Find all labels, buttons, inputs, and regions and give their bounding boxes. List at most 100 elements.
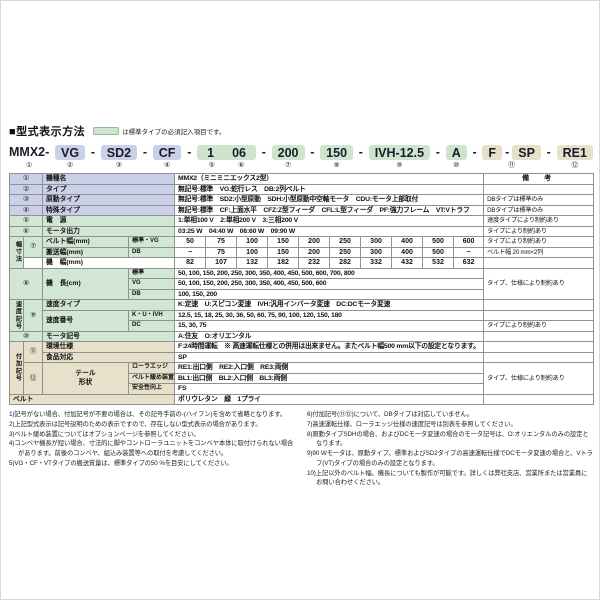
circled-6: ⑥	[238, 162, 245, 169]
row-belt-width: 幅寸法 ⑦ ベルト幅(mm) 標準・VG 50 75 100 150 200 2…	[9, 236, 595, 269]
addon-group-label: 付加記号	[9, 341, 24, 395]
belt-width-value: 200	[298, 236, 331, 248]
circled-2: ②	[66, 162, 74, 169]
convey-width-value: 300	[360, 246, 393, 258]
convey-width-remark: ベルト幅 20 mm×2列	[483, 246, 595, 258]
special-remark: DBタイプは標準のみ	[483, 204, 595, 216]
code-segment-belt-width: 200 ⑦	[271, 145, 305, 170]
power-content: 1:単相100 V 2:単相200 V 3:三相200 V	[174, 215, 485, 227]
row-power: ⑤ 電 源 1:単相100 V 2:単相200 V 3:三相200 V 速度タイ…	[9, 215, 595, 227]
machine-width-value: 132	[236, 257, 269, 269]
code-segment-speed: IVH-12.5 ⑨	[368, 145, 431, 170]
model-num: ①	[9, 173, 43, 185]
speed-no-sub1: K・U・IVH	[127, 309, 176, 321]
type-num: ②	[9, 183, 43, 195]
machine-width-value: 432	[391, 257, 424, 269]
power-num: ⑤	[9, 215, 43, 227]
drive-label: 原動タイプ	[41, 194, 176, 206]
code-hyphen: -	[358, 145, 363, 159]
motor-symbol-remark	[483, 330, 595, 342]
belt-label: ベルト	[8, 393, 176, 405]
code-chip-vg: VG	[55, 145, 86, 160]
code-chip-power: 1	[207, 145, 215, 160]
belt-width-value: 50	[174, 236, 207, 248]
code-hyphen: -	[546, 145, 551, 159]
code-model-text: MMX2-	[9, 145, 50, 159]
length-remark: タイプ、仕様により制約あり	[483, 267, 595, 300]
code-segment-model: MMX2- ①	[9, 145, 49, 170]
code-chip-sd2: SD2	[100, 145, 138, 160]
model-content: MMX2（ミニミニエックス2型）	[174, 173, 485, 185]
motor-symbol-num: ⑩	[9, 330, 43, 342]
row-length-std: ⑧ 機 長(cm) 標準 50, 100, 150, 200, 250, 300…	[9, 267, 595, 300]
machine-width-value: 82	[174, 257, 207, 269]
length-sub-vg: VG	[127, 278, 176, 290]
speed-no-content1: 12.5, 15, 18, 25, 30, 36, 50, 60, 75, 90…	[174, 309, 485, 321]
speed-no-sub2: DC	[127, 320, 176, 332]
row-speed-type: 速度記号 ⑨ 速度タイプ K:定速 U:スピコン変速 IVH:汎用インバータ変速…	[9, 299, 595, 332]
section-header: ■型式表示方法 は標準タイプの必須記入項目です。	[9, 124, 591, 138]
tail-num: ⑫	[23, 362, 43, 395]
code-hyphen: -	[310, 145, 315, 159]
speed-type-label: 速度タイプ	[41, 299, 176, 311]
length-content-vg: 50, 100, 150, 200, 250, 300, 350, 400, 4…	[174, 278, 485, 290]
machine-width-label: 機 幅(mm)	[41, 257, 176, 269]
row-convey-width: 搬送幅(mm) DB − 75 100 150 200 250 300 400 …	[10, 246, 595, 258]
length-content-db: 100, 150, 200	[174, 288, 485, 300]
speed-no-label: 速度番号	[42, 309, 129, 332]
convey-width-value: 100	[236, 246, 269, 258]
env-num: ⑪	[23, 341, 43, 363]
belt-width-value: 250	[329, 236, 362, 248]
code-hyphen: -	[472, 145, 477, 159]
tail-content-roller-edge: RE1:出口側 RE2:入口側 RE3:両側	[174, 362, 485, 374]
tail-content-safety: FS	[174, 383, 485, 395]
speed-group-label: 速度記号	[9, 299, 24, 332]
type-remark	[483, 183, 595, 195]
motor-output-content: 03:25 W 04:40 W 06:60 W 09:90 W	[174, 225, 485, 237]
row-model: ① 機種名 MMX2（ミニミニエックス2型） 備 考	[9, 173, 595, 185]
env-content: F:24時間運転 ※ 高速運転仕様との併用は出来ません。またベルト幅500 mm…	[174, 341, 485, 353]
row-belt: ベルト ポリウレタン 緑 1プライ	[8, 393, 595, 405]
code-segment-type: VG ②	[55, 145, 86, 170]
circled-9: ⑨	[396, 162, 403, 169]
env-label: 環境仕様	[41, 341, 176, 353]
tail-sub-safety: 安全性向上	[127, 383, 176, 395]
circled-11: ⑪	[508, 162, 516, 169]
belt-width-num: ⑦	[23, 236, 43, 258]
footnote: 3)ベルト緩め装置についてはオプションページを参照してください。	[9, 430, 200, 438]
circled-5: ⑤	[208, 162, 215, 169]
legend-note: は標準タイプの必須記入項目です。	[122, 128, 226, 136]
drive-remark: DBタイプは標準のみ	[483, 194, 595, 206]
footnote: 2)上記型式表示は記号説明のための表示ですので、存在しない型式表示の場合がありま…	[9, 420, 262, 428]
convey-width-value: 150	[267, 246, 300, 258]
code-segment-length: 150 ⑧	[320, 145, 354, 170]
motor-symbol-label: モータ記号	[41, 330, 176, 342]
tail-sub-belt-loosen: ベルト緩め装置	[127, 372, 176, 384]
row-tail-re: ⑫ テール 形状 ローラエッジ RE1:出口側 RE2:入口側 RE3:両側 タ…	[10, 362, 595, 395]
model-label: 機種名	[41, 173, 176, 185]
convey-width-value: 250	[329, 246, 362, 258]
motor-output-num: ⑥	[9, 225, 43, 237]
tail-sub-roller-edge: ローラエッジ	[127, 362, 176, 374]
model-code-bar: MMX2- ① VG ② - SD2 ③ - CF ④ - 1 06 ⑤ ⑥ - 2…	[9, 145, 593, 170]
circled-12: ⑫	[571, 162, 579, 169]
env-remark	[483, 341, 595, 353]
belt-width-value: 75	[205, 236, 238, 248]
circled-8: ⑧	[333, 162, 340, 169]
code-segment-special: CF ④	[152, 145, 182, 170]
belt-width-value: 500	[422, 236, 455, 248]
footnote: 5)VG・CF・VTタイプの搬送質量は、標準タイプの50 %を目安にしてください…	[9, 459, 233, 467]
motor-symbol-content: A:住友 O:オリエンタル	[174, 330, 485, 342]
special-label: 特殊タイプ	[41, 204, 176, 216]
drive-num: ③	[9, 194, 43, 206]
type-label: タイプ	[41, 183, 176, 195]
tail-content-belt-loosen: BL1:出口側 BL2:入口側 BL3:両側	[174, 372, 485, 384]
footnote: 6)付加記号(⑪⑫)について、DBタイプは対応していません。	[307, 411, 473, 418]
special-num: ④	[9, 204, 43, 216]
code-segment-env-food: F - SP ⑪	[482, 145, 541, 170]
belt-remark	[483, 393, 595, 405]
length-label: 機 長(cm)	[42, 267, 129, 300]
row-motor-output: ⑥ モータ出力 03:25 W 04:40 W 06:60 W 09:90 W …	[9, 225, 595, 237]
code-segment-motor: A ⑩	[445, 145, 467, 170]
belt-width-value: 400	[391, 236, 424, 248]
